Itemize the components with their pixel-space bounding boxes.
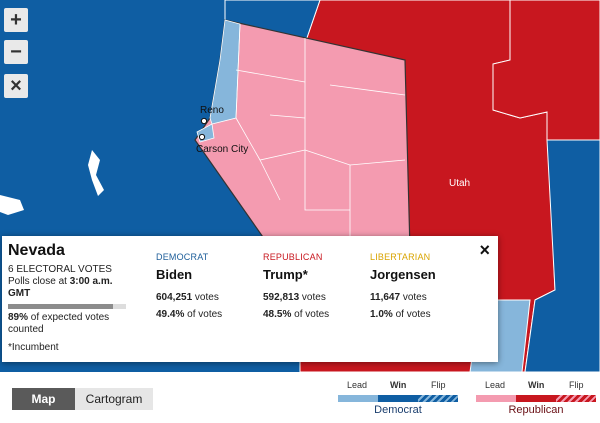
candidate-votes: 604,251 votes xyxy=(156,292,219,303)
candidate-democrat: DEMOCRAT Biden 604,251 votes 49.4% of vo… xyxy=(156,252,266,320)
legend-republican: Lead Win Flip Republican xyxy=(476,380,596,416)
legend-win-label: Win xyxy=(390,380,407,390)
city-dot-carson-city[interactable] xyxy=(198,133,206,141)
legend-swatch-dem-win xyxy=(378,395,418,402)
reset-view-button[interactable]: × xyxy=(4,74,28,98)
map-footer: Map Cartogram Lead Win Flip Democrat Lea… xyxy=(0,372,600,423)
incumbent-note: *Incumbent xyxy=(8,342,59,353)
city-dot-reno[interactable] xyxy=(200,117,208,125)
counted-text: 89% of expected votes counted xyxy=(8,312,138,336)
candidate-name: Trump* xyxy=(263,267,308,282)
zoom-out-button[interactable]: − xyxy=(4,40,28,64)
legend-swatch-rep-flip xyxy=(556,395,596,402)
polls-close-text: Polls close at 3:00 a.m. GMT xyxy=(8,276,128,300)
candidate-pct: 48.5% of votes xyxy=(263,309,330,320)
county-lines xyxy=(235,23,406,250)
counted-pct: 89% xyxy=(8,312,29,323)
state-wyoming[interactable] xyxy=(492,0,600,141)
candidate-libertarian: LIBERTARIAN Jorgensen 11,647 votes 1.0% … xyxy=(370,252,480,320)
counted-rest: of expected votes counted xyxy=(8,312,110,335)
legend-swatch-dem-lead xyxy=(338,395,378,402)
candidate-pct: 1.0% of votes xyxy=(370,309,431,320)
view-toggle: Map Cartogram xyxy=(12,388,153,410)
polls-time: 3:00 a.m. GMT xyxy=(8,276,113,299)
electoral-votes: 6 ELECTORAL VOTES xyxy=(8,264,112,275)
legend-democrat: Lead Win Flip Democrat xyxy=(338,380,458,416)
city-label-carson-city: Carson City xyxy=(196,144,248,155)
counted-progress-bar xyxy=(8,304,126,309)
popup-close-button[interactable]: × xyxy=(479,240,490,261)
candidate-name: Biden xyxy=(156,267,193,282)
popup-state-name: Nevada xyxy=(8,242,65,259)
close-icon: × xyxy=(10,75,22,97)
plus-icon: + xyxy=(10,9,22,31)
legend-democrat-label: Democrat xyxy=(374,404,422,416)
candidate-name: Jorgensen xyxy=(370,267,436,282)
legend-swatch-dem-flip xyxy=(418,395,458,402)
candidate-votes: 11,647 votes xyxy=(370,292,427,303)
coast-inlet xyxy=(0,195,24,215)
legend-win-label: Win xyxy=(528,380,545,390)
state-label-utah: Utah xyxy=(449,178,470,189)
zoom-in-button[interactable]: + xyxy=(4,8,28,32)
legend-flip-label: Flip xyxy=(569,380,584,390)
state-results-popup: Nevada 6 ELECTORAL VOTES Polls close at … xyxy=(2,236,498,362)
candidate-republican: REPUBLICAN Trump* 592,813 votes 48.5% of… xyxy=(263,252,373,320)
cartogram-view-button[interactable]: Cartogram xyxy=(75,388,153,410)
legend-flip-label: Flip xyxy=(431,380,446,390)
election-map[interactable]: Reno Carson City Utah + − × Nevada 6 ELE… xyxy=(0,0,600,372)
map-view-button[interactable]: Map xyxy=(12,388,75,410)
legend-lead-label: Lead xyxy=(347,380,368,390)
state-colorado[interactable] xyxy=(524,139,600,372)
minus-icon: − xyxy=(10,41,22,63)
legend-republican-label: Republican xyxy=(508,404,564,416)
legend-lead-label: Lead xyxy=(485,380,506,390)
candidate-party: LIBERTARIAN xyxy=(370,252,431,262)
close-icon: × xyxy=(479,240,490,260)
coast-bay xyxy=(88,150,104,196)
candidate-party: DEMOCRAT xyxy=(156,252,209,262)
legend-swatch-rep-win xyxy=(516,395,556,402)
counted-progress-fill xyxy=(8,304,114,309)
candidate-party: REPUBLICAN xyxy=(263,252,323,262)
legend-swatch-rep-lead xyxy=(476,395,516,402)
candidate-pct: 49.4% of votes xyxy=(156,309,223,320)
candidate-votes: 592,813 votes xyxy=(263,292,326,303)
polls-prefix: Polls close at xyxy=(8,276,70,287)
city-label-reno: Reno xyxy=(200,105,224,116)
